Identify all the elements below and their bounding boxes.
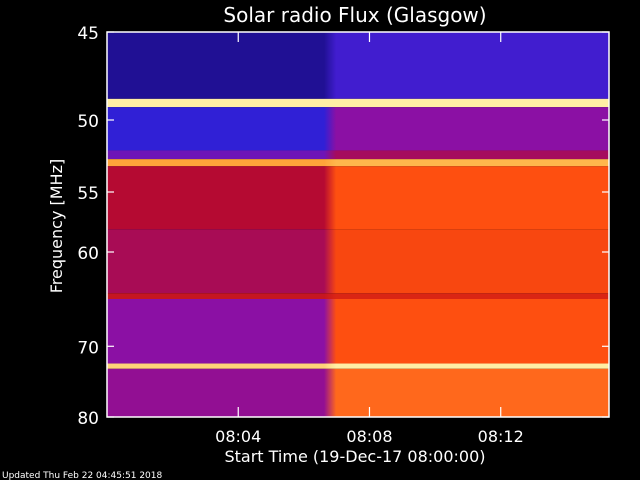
spectrum-band: [107, 32, 609, 99]
plot-area: [107, 32, 609, 417]
y-axis: 45 50 55 60 70 80: [77, 24, 609, 429]
y-tick-label: 50: [77, 112, 99, 132]
x-tick-label: 08:04: [215, 427, 261, 446]
spectrum-band: [107, 150, 609, 160]
y-tick-label: 80: [77, 409, 99, 429]
y-tick-label: 45: [77, 24, 99, 44]
spectrum-band: [107, 368, 609, 417]
updated-timestamp: Updated Thu Feb 22 04:45:51 2018: [2, 471, 163, 480]
spectrum-band: [107, 298, 609, 364]
x-axis: 08:04 08:08 08:12: [215, 32, 524, 446]
plot-frame: [106, 31, 610, 418]
x-tick-label: 08:12: [478, 427, 524, 446]
spectrum-band: [107, 293, 609, 299]
chart-title: Solar radio Flux (Glasgow): [223, 3, 486, 27]
x-axis-label: Start Time (19-Dec-17 08:00:00): [224, 447, 485, 466]
spectrum-band: [107, 363, 609, 369]
y-tick-label: 70: [77, 338, 99, 358]
y-tick-label: 55: [77, 184, 99, 204]
spectrum-band: [107, 229, 609, 294]
y-axis-label: Frequency [MHz]: [47, 159, 66, 293]
spectrum-band: [107, 98, 609, 108]
spectrum-band: [107, 159, 609, 167]
x-tick-label: 08:08: [346, 427, 392, 446]
spectrum-band: [107, 107, 609, 151]
spectrum-band: [107, 166, 609, 230]
y-tick-label: 60: [77, 244, 99, 264]
